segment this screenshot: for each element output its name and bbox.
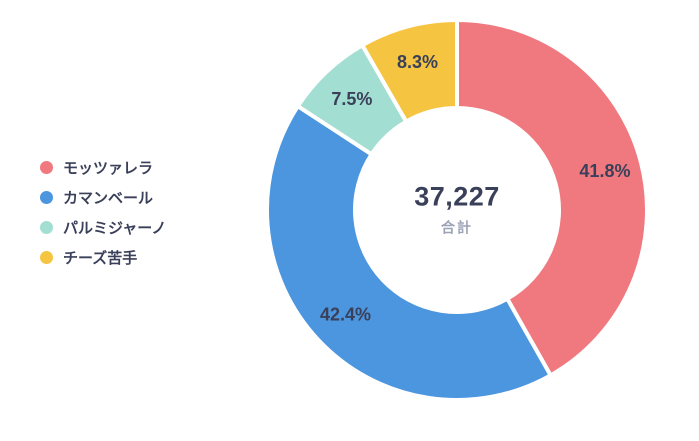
donut-slice-0[interactable] bbox=[455, 18, 649, 378]
legend-dot-icon bbox=[40, 250, 53, 264]
donut-slice-1[interactable] bbox=[265, 104, 553, 402]
legend-item-label: チーズ苦手 bbox=[63, 249, 138, 267]
legend-item-label: モッツァレラ bbox=[63, 159, 154, 177]
donut-slice-labels: 41.8% 42.4% 7.5% 8.3% bbox=[320, 52, 631, 325]
legend-item-label: パルミジャーノ bbox=[63, 219, 167, 237]
slice-value-label-1: 42.4% bbox=[320, 305, 371, 325]
donut-slices bbox=[265, 18, 649, 402]
slice-value-label-0: 41.8% bbox=[579, 161, 630, 181]
legend-item-2[interactable]: パルミジャーノ bbox=[40, 217, 166, 237]
chart-legend: モッツァレラ カマンベール パルミジャーノ チーズ苦手 bbox=[40, 157, 166, 267]
donut-slice-3[interactable] bbox=[360, 18, 459, 124]
legend-dot-icon bbox=[40, 190, 53, 204]
legend-item-label: カマンベール bbox=[63, 189, 154, 207]
legend-item-0[interactable]: モッツァレラ bbox=[40, 157, 166, 177]
slice-value-label-3: 8.3% bbox=[397, 52, 438, 72]
legend-item-3[interactable]: チーズ苦手 bbox=[40, 247, 166, 267]
legend-dot-icon bbox=[40, 220, 53, 234]
legend-dot-icon bbox=[40, 160, 53, 174]
slice-value-label-2: 7.5% bbox=[331, 89, 372, 109]
legend-item-1[interactable]: カマンベール bbox=[40, 187, 166, 207]
